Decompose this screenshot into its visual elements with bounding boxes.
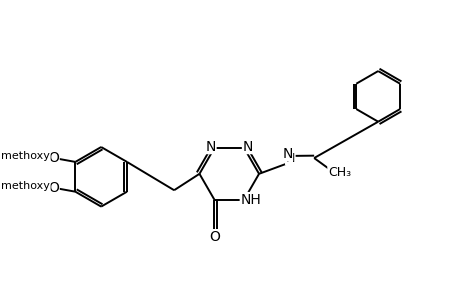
Text: N: N <box>281 147 292 161</box>
Text: O: O <box>48 181 59 195</box>
Text: N: N <box>242 140 252 154</box>
Text: O: O <box>48 151 59 165</box>
Text: NH: NH <box>240 193 261 207</box>
Text: CH₃: CH₃ <box>327 167 350 179</box>
Text: N: N <box>205 140 216 154</box>
Text: methoxy: methoxy <box>1 181 50 191</box>
Text: H: H <box>285 152 294 164</box>
Text: methoxy: methoxy <box>1 151 50 161</box>
Text: O: O <box>208 230 219 244</box>
